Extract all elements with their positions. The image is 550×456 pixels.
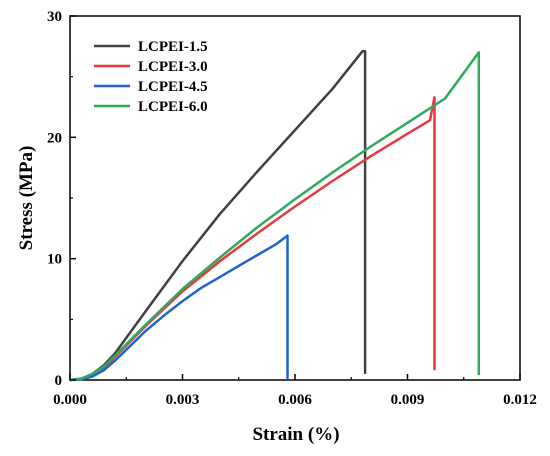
legend-label: LCPEI-6.0 — [138, 99, 208, 115]
legend: LCPEI-1.5 LCPEI-3.0 LCPEI-4.5 LCPEI-6.0 — [94, 39, 208, 115]
x-tick-label: 0.000 — [53, 392, 87, 408]
y-tick-label: 10 — [47, 252, 62, 268]
series-line-lcpei-6-0 — [69, 51, 481, 382]
series-line-lcpei-1-5 — [69, 49, 367, 382]
x-axis-title: Strain (%) — [252, 424, 339, 445]
series-line-lcpei-4-5 — [69, 234, 289, 382]
x-tick-label: 0.003 — [166, 392, 200, 408]
y-axis-title: Stress (MPa) — [16, 146, 37, 251]
y-tick-label: 0 — [55, 373, 63, 389]
x-tick-label: 0.006 — [278, 392, 312, 408]
y-tick-label: 30 — [47, 9, 62, 25]
x-tick-label: 0.012 — [503, 392, 537, 408]
legend-label: LCPEI-3.0 — [138, 59, 208, 75]
legend-label: LCPEI-4.5 — [138, 79, 208, 95]
axes-layer: 0.000 0.003 0.006 0.009 0.012 0 10 20 30 — [47, 9, 537, 408]
y-tick-label: 20 — [47, 130, 62, 146]
x-tick-label: 0.009 — [391, 392, 425, 408]
legend-label: LCPEI-1.5 — [138, 39, 208, 55]
series-layer — [69, 49, 481, 382]
